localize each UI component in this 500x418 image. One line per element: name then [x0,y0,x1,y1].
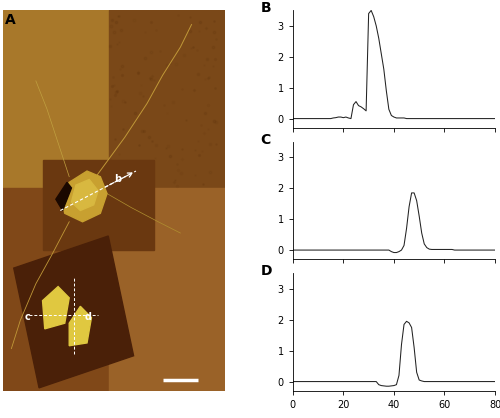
Bar [2,188,109,391]
Polygon shape [60,171,107,222]
Polygon shape [69,306,92,346]
Polygon shape [72,179,98,211]
Text: D: D [260,264,272,278]
Polygon shape [42,287,69,329]
Text: A: A [4,13,16,27]
Text: C: C [260,133,270,147]
Text: d: d [85,312,92,322]
Polygon shape [42,160,154,250]
Bar [109,188,225,391]
Bar [2,10,109,188]
Text: c: c [24,312,30,322]
Text: B: B [260,1,271,15]
Polygon shape [56,182,72,211]
Polygon shape [14,236,134,388]
Text: b: b [114,174,121,184]
Bar [109,10,225,188]
